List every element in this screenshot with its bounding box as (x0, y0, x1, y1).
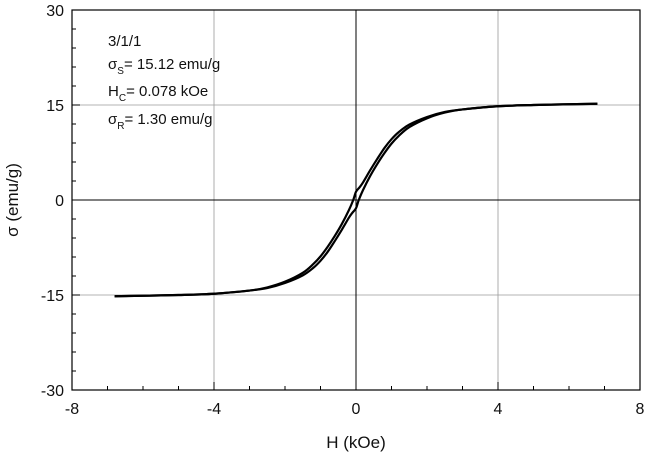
x-tick-label: 8 (636, 401, 645, 418)
x-axis-title: H (kOe) (326, 433, 386, 452)
x-tick-label: 4 (494, 401, 503, 418)
x-tick-label: -4 (207, 401, 221, 418)
annotation-ms: σS= 15.12 emu/g (108, 56, 220, 77)
annotation-hc: HC= 0.078 kOe (108, 83, 208, 104)
hc-sub: C (119, 93, 126, 104)
annotation-mr: σR= 1.30 emu/g (108, 111, 212, 132)
mr-sub: R (117, 121, 124, 132)
y-tick-label: -15 (41, 288, 64, 305)
ms-text: = 15.12 emu/g (124, 56, 220, 73)
zero-axes (72, 10, 640, 390)
ms-sub: S (117, 66, 124, 77)
mr-text: = 1.30 emu/g (125, 111, 213, 128)
x-tick-label: 0 (352, 401, 361, 418)
series-lines (114, 102, 598, 298)
hc-symbol: H (108, 83, 119, 100)
axis-ticks (71, 9, 641, 391)
ms-symbol: σ (108, 56, 118, 73)
y-tick-label: 0 (55, 193, 64, 210)
mr-symbol: σ (108, 111, 118, 128)
y-tick-label: -30 (41, 383, 64, 400)
annotation-block: 3/1/1 σS= 15.12 emu/g HC= 0.078 kOe σR= … (108, 33, 220, 132)
tick-labels: -8 -4 0 4 8 -30 -15 0 15 30 (41, 3, 645, 418)
x-tick-label: -8 (65, 401, 79, 418)
y-axis-title: σ (emu/g) (3, 163, 22, 237)
y-tick-label: 15 (46, 98, 64, 115)
hc-text: = 0.078 kOe (126, 83, 208, 100)
series-line-ascending (114, 102, 598, 298)
annotation-sample: 3/1/1 (108, 33, 141, 50)
y-tick-label: 30 (46, 3, 64, 20)
